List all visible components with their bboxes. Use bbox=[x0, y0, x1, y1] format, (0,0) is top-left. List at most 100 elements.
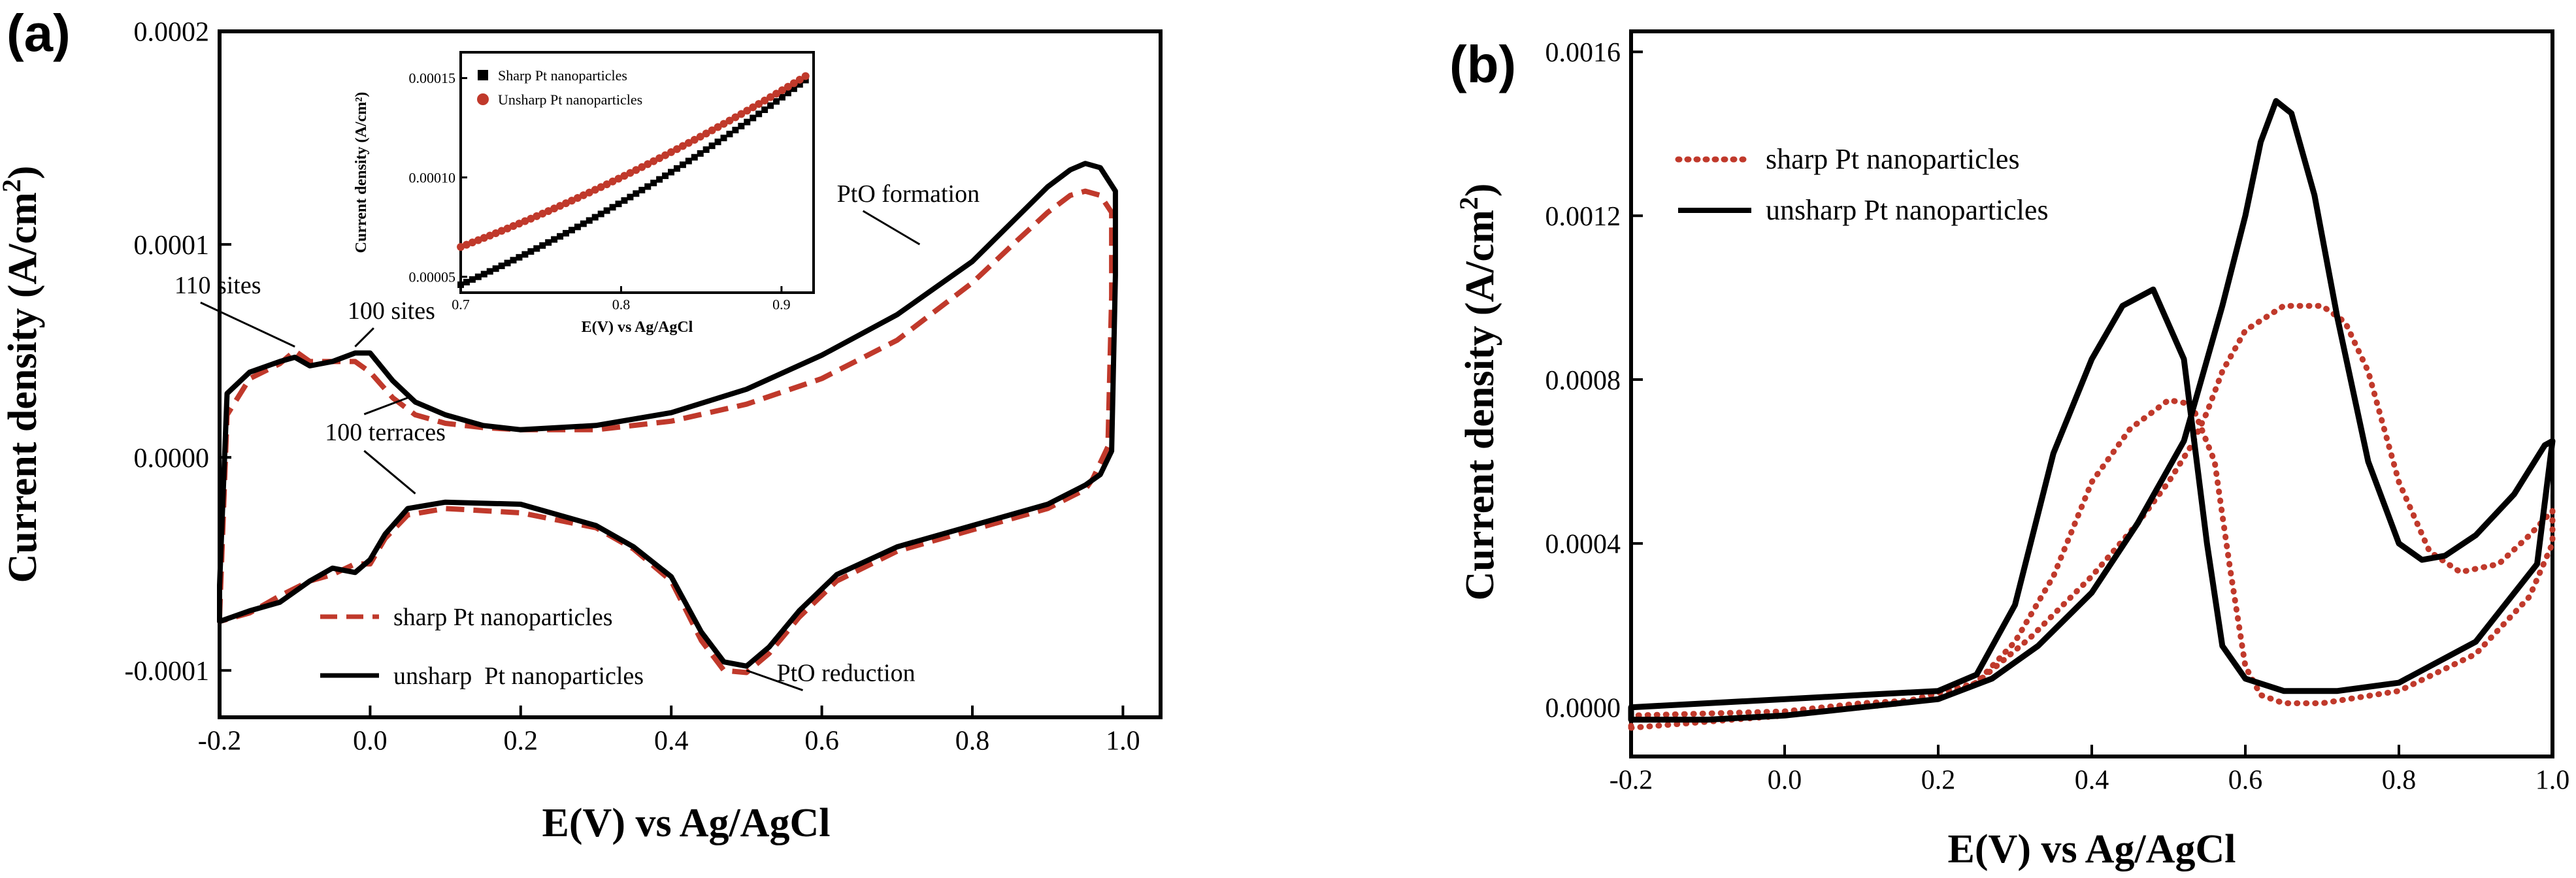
panel-a: (a) -0.2 0.0 0.2 0.4 0.6 0.8 1.0 -0.0001 0.0000 0… bbox=[0, 4, 1163, 845]
inset-y-axis-title: Current density (A/cm²) bbox=[353, 92, 370, 253]
annotation-a-1: 100 sites bbox=[348, 297, 435, 325]
inset-unsharp-point bbox=[638, 163, 646, 171]
inset-sharp-point bbox=[773, 98, 780, 105]
inset-unsharp-point bbox=[761, 96, 769, 105]
inset-sharp-point bbox=[574, 223, 581, 231]
inset-sharp-point bbox=[738, 122, 745, 129]
inset-unsharp-point bbox=[684, 138, 693, 147]
panel-b-series bbox=[1628, 98, 2556, 731]
inset-sharp-point bbox=[714, 138, 721, 146]
annotation-a-4: PtO reduction bbox=[776, 660, 915, 687]
inset-sharp-point bbox=[486, 268, 493, 275]
legend-a-unsharp-label: unsharp Pt nanoparticles bbox=[393, 662, 644, 690]
inset-sharp-point bbox=[504, 259, 511, 267]
inset-unsharp-point bbox=[789, 79, 798, 88]
panel-b-y-tick-label: 0.0008 bbox=[1545, 366, 1621, 396]
panel-a-annotations: 110 sites 100 sites 100 terraces PtO format… bbox=[174, 180, 980, 691]
inset-x-axis-title: E(V) vs Ag/AgCl bbox=[582, 319, 693, 336]
panel-a-x-tick-label: 0.4 bbox=[654, 726, 689, 756]
inset-sharp-point bbox=[726, 131, 733, 138]
series-a-unsharp-line bbox=[217, 161, 1118, 669]
inset-unsharp-point bbox=[772, 89, 781, 98]
panel-a-inset: 0.7 0.8 0.9 0.00005 0.00010 0.00015 E(V) vs A… bbox=[353, 51, 815, 336]
inset-sharp-point bbox=[615, 201, 622, 208]
series-a-sharp-line bbox=[217, 188, 1115, 675]
inset-unsharp-point bbox=[620, 172, 629, 180]
inset-unsharp-point bbox=[672, 145, 681, 154]
inset-sharp-point bbox=[621, 197, 628, 204]
panel-b-tick-labels: -0.2 0.0 0.2 0.4 0.6 0.8 1.0 0.0000 0.0004 0.0008… bbox=[1545, 38, 2570, 796]
panel-b-plot-frame bbox=[1629, 29, 2554, 758]
inset-unsharp-point bbox=[702, 129, 710, 138]
panel-a-y-axis-title-main: Current density (A/cm bbox=[1, 192, 45, 583]
inset-legend-unsharp-label: Unsharp Pt nanoparticles bbox=[498, 91, 642, 108]
inset-sharp-point bbox=[609, 204, 616, 211]
panel-b-x-tick-label: 0.2 bbox=[1921, 766, 1956, 796]
panel-b-y-axis-title: Current density (A/cm2) bbox=[1454, 184, 1502, 601]
panel-a-y-tick-label: 0.0002 bbox=[134, 18, 210, 48]
inset-unsharp-point bbox=[556, 202, 565, 210]
inset-sharp-point bbox=[457, 281, 464, 288]
inset-sharp-point bbox=[720, 135, 727, 142]
inset-unsharp-point bbox=[538, 209, 547, 218]
inset-sharp-point bbox=[533, 245, 540, 252]
inset-sharp-point bbox=[679, 161, 686, 169]
inset-unsharp-point bbox=[767, 93, 775, 101]
inset-unsharp-point bbox=[632, 166, 640, 174]
inset-unsharp-point bbox=[573, 194, 582, 203]
inset-unsharp-point bbox=[743, 106, 751, 115]
annotation-a-0: 110 sites bbox=[174, 272, 261, 299]
inset-x-tick-label: 0.7 bbox=[452, 297, 470, 313]
inset-sharp-point bbox=[474, 273, 482, 280]
inset-sharp-point bbox=[761, 106, 768, 114]
panel-a-plot-frame bbox=[218, 29, 1163, 719]
inset-sharp-point bbox=[767, 102, 774, 109]
inset-unsharp-point bbox=[714, 123, 722, 131]
inset-unsharp-point bbox=[550, 204, 559, 213]
panel-b-y-axis-title-main: Current density (A/cm bbox=[1458, 210, 1502, 600]
inset-y-tick-label: 0.00015 bbox=[409, 70, 456, 86]
annotation-a-2: 100 terraces bbox=[325, 419, 446, 446]
inset-sharp-point bbox=[633, 190, 640, 197]
inset-sharp-point bbox=[691, 154, 698, 161]
inset-series bbox=[457, 72, 810, 288]
panel-a-x-tick-label: 0.6 bbox=[804, 726, 839, 756]
panel-a-series bbox=[217, 161, 1118, 675]
inset-sharp-point bbox=[551, 236, 558, 243]
inset-sharp-point bbox=[597, 210, 604, 218]
inset-unsharp-point bbox=[591, 186, 599, 194]
annotation-a-4-leader bbox=[746, 669, 803, 691]
inset-x-tick-label: 0.9 bbox=[772, 297, 791, 313]
panel-b-x-tick-label: -0.2 bbox=[1610, 766, 1653, 796]
inset-unsharp-point bbox=[696, 133, 704, 141]
inset-sharp-point bbox=[702, 146, 710, 154]
inset-sharp-point bbox=[784, 89, 791, 97]
annotation-a-2-leader bbox=[363, 397, 408, 415]
inset-sharp-point bbox=[750, 114, 757, 122]
inset-unsharp-point bbox=[644, 160, 652, 169]
inset-sharp-point bbox=[463, 278, 470, 285]
panel-a-x-tick-label: 0.0 bbox=[353, 726, 388, 756]
series-b-unsharp-line bbox=[1628, 98, 2556, 723]
inset-x-tick-label: 0.8 bbox=[612, 297, 631, 313]
inset-unsharp-point bbox=[533, 212, 541, 220]
inset-unsharp-point bbox=[725, 116, 734, 125]
inset-legend: Sharp Pt nanoparticles Unsharp Pt nanopa… bbox=[477, 67, 642, 108]
panel-a-y-tick-label: -0.0001 bbox=[125, 657, 210, 687]
inset-legend-unsharp-marker bbox=[477, 93, 489, 105]
inset-sharp-point bbox=[744, 118, 751, 125]
inset-sharp-point bbox=[755, 110, 763, 118]
panel-b-y-tick-label: 0.0004 bbox=[1545, 530, 1621, 560]
inset-unsharp-point bbox=[749, 103, 757, 112]
inset-unsharp-point bbox=[661, 151, 670, 159]
inset-sharp-point bbox=[802, 76, 809, 84]
panel-a-y-tick-label: 0.0000 bbox=[134, 444, 210, 474]
inset-unsharp-point bbox=[597, 183, 605, 191]
inset-sharp-point bbox=[557, 233, 564, 240]
panel-a-x-tick-label: 0.2 bbox=[504, 726, 538, 756]
inset-sharp-point bbox=[778, 93, 785, 101]
inset-unsharp-point bbox=[708, 126, 716, 135]
inset-sharp-point bbox=[498, 262, 505, 269]
inset-unsharp-point bbox=[778, 86, 786, 95]
